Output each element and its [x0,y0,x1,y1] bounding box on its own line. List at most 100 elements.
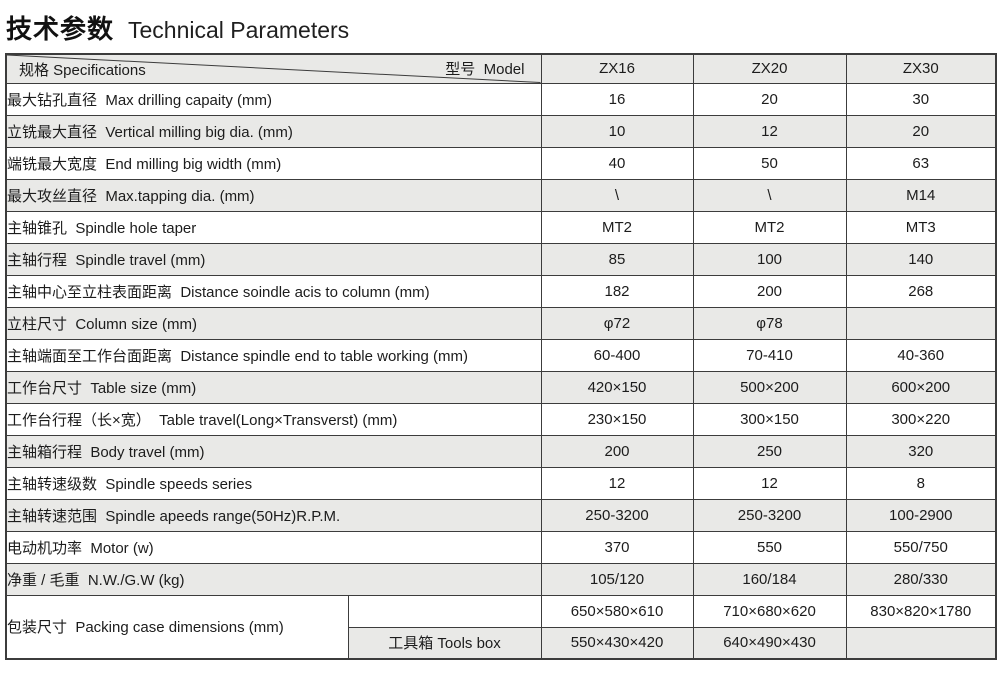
table-row: 最大攻丝直径 Max.tapping dia. (mm) \ \ M14 [5,178,997,212]
value-cell: 650×580×610 [540,594,694,628]
value-cell: 200 [692,274,847,308]
value-cell: 50 [692,146,847,180]
value-cell: 63 [845,146,997,180]
row-label: 主轴端面至工作台面距离 Distance spindle end to tabl… [5,338,542,372]
value-cell: MT3 [845,210,997,244]
value-cell: 16 [540,82,694,116]
value-cell: 550 [692,530,847,564]
value-cell: MT2 [540,210,694,244]
tools-box-label: 工具箱 Tools box [347,626,542,660]
table-row: 主轴转速范围 Spindle apeeds range(50Hz)R.P.M. … [5,498,997,532]
value-cell: 8 [845,466,997,500]
table-row: 主轴箱行程 Body travel (mm) 200 250 320 [5,434,997,468]
technical-parameters-table: 规格 Specifications 型号 Model ZX16 ZX20 ZX3… [5,53,997,660]
page-title: 技术参数 Technical Parameters [0,0,1000,53]
row-label: 主轴锥孔 Spindle hole taper [5,210,542,244]
value-cell: 710×680×620 [692,594,847,628]
row-label: 主轴中心至立柱表面距离 Distance soindle acis to col… [5,274,542,308]
spec-header-label: 规格 Specifications [19,61,146,79]
header-row: 规格 Specifications 型号 Model ZX16 ZX20 ZX3… [5,53,997,84]
row-label: 主轴转速级数 Spindle speeds series [5,466,542,500]
value-cell [845,306,997,340]
table-row: 最大钻孔直径 Max drilling capaity (mm) 16 20 3… [5,82,997,116]
table-row: 电动机功率 Motor (w) 370 550 550/750 [5,530,997,564]
value-cell: φ72 [540,306,694,340]
table-row: 工作台尺寸 Table size (mm) 420×150 500×200 60… [5,370,997,404]
table-row: 主轴转速级数 Spindle speeds series 12 12 8 [5,466,997,500]
value-cell [845,626,997,660]
row-label: 最大攻丝直径 Max.tapping dia. (mm) [5,178,542,212]
page-title-zh: 技术参数 [6,14,115,44]
packing-row: 包装尺寸 Packing case dimensions (mm) 650×58… [5,594,997,660]
spec-model-header-cell: 规格 Specifications 型号 Model [5,53,542,84]
table-row: 主轴中心至立柱表面距离 Distance soindle acis to col… [5,274,997,308]
row-label: 最大钻孔直径 Max drilling capaity (mm) [5,82,542,116]
value-cell: 20 [845,114,997,148]
value-cell: MT2 [692,210,847,244]
value-cell: 230×150 [540,402,694,436]
value-cell: 12 [540,466,694,500]
value-cell: 70-410 [692,338,847,372]
value-cell: \ [540,178,694,212]
table-row: 工作台行程（长×宽） Table travel(Long×Transverst)… [5,402,997,436]
table-row: 主轴行程 Spindle travel (mm) 85 100 140 [5,242,997,276]
packing-sublabel-empty [347,594,542,628]
value-cell: 182 [540,274,694,308]
row-label: 工作台尺寸 Table size (mm) [5,370,542,404]
packing-label: 包装尺寸 Packing case dimensions (mm) [5,594,349,660]
table-row: 主轴端面至工作台面距离 Distance spindle end to tabl… [5,338,997,372]
column-header-zx16: ZX16 [540,53,694,84]
value-cell: 20 [692,82,847,116]
column-header-zx20: ZX20 [692,53,847,84]
value-cell: 370 [540,530,694,564]
value-cell: 300×150 [692,402,847,436]
value-cell: 40 [540,146,694,180]
value-cell: M14 [845,178,997,212]
value-cell: 600×200 [845,370,997,404]
row-label: 主轴箱行程 Body travel (mm) [5,434,542,468]
value-cell: 100 [692,242,847,276]
value-cell: 420×150 [540,370,694,404]
row-label: 主轴行程 Spindle travel (mm) [5,242,542,276]
value-cell: 250-3200 [692,498,847,532]
row-label: 电动机功率 Motor (w) [5,530,542,564]
row-label: 立柱尺寸 Column size (mm) [5,306,542,340]
value-cell: 30 [845,82,997,116]
diagonal-divider-line [7,55,541,83]
value-cell: 268 [845,274,997,308]
value-cell: 140 [845,242,997,276]
row-label: 端铣最大宽度 End milling big width (mm) [5,146,542,180]
page-title-en: Technical Parameters [128,17,350,43]
row-label: 工作台行程（长×宽） Table travel(Long×Transverst)… [5,402,542,436]
value-cell: 830×820×1780 [845,594,997,628]
value-cell: 60-400 [540,338,694,372]
table-row: 立铣最大直径 Vertical milling big dia. (mm) 10… [5,114,997,148]
table-row: 立柱尺寸 Column size (mm) φ72 φ78 [5,306,997,340]
value-cell: 85 [540,242,694,276]
model-header-label: 型号 Model [445,61,525,78]
value-cell: 12 [692,114,847,148]
table-row: 净重 / 毛重 N.W./G.W (kg) 105/120 160/184 28… [5,562,997,596]
value-cell: 320 [845,434,997,468]
column-header-zx30: ZX30 [845,53,997,84]
value-cell: 550×430×420 [540,626,694,660]
value-cell: 200 [540,434,694,468]
row-label: 主轴转速范围 Spindle apeeds range(50Hz)R.P.M. [5,498,542,532]
value-cell: φ78 [692,306,847,340]
value-cell: 250-3200 [540,498,694,532]
value-cell: 280/330 [845,562,997,596]
value-cell: 160/184 [692,562,847,596]
value-cell: 40-360 [845,338,997,372]
value-cell: 500×200 [692,370,847,404]
table-row: 主轴锥孔 Spindle hole taper MT2 MT2 MT3 [5,210,997,244]
value-cell: 10 [540,114,694,148]
value-cell: \ [692,178,847,212]
table-row: 端铣最大宽度 End milling big width (mm) 40 50 … [5,146,997,180]
value-cell: 640×490×430 [692,626,847,660]
row-label: 立铣最大直径 Vertical milling big dia. (mm) [5,114,542,148]
value-cell: 250 [692,434,847,468]
value-cell: 300×220 [845,402,997,436]
value-cell: 105/120 [540,562,694,596]
value-cell: 100-2900 [845,498,997,532]
row-label: 净重 / 毛重 N.W./G.W (kg) [5,562,542,596]
